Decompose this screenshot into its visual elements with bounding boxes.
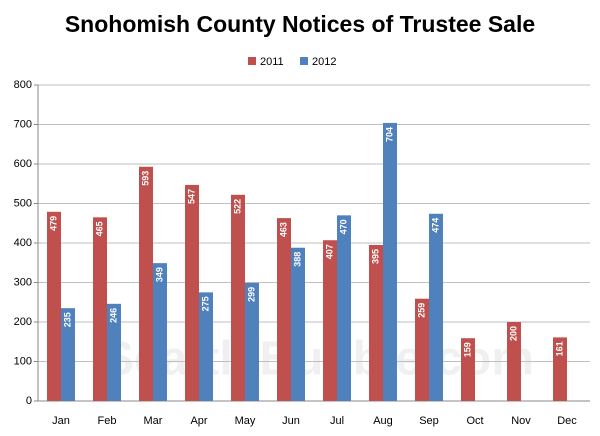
bar (199, 292, 213, 401)
bar (291, 247, 305, 401)
value-label: 246 (108, 308, 118, 323)
x-tick-label: May (235, 415, 256, 427)
value-label: 470 (338, 219, 348, 234)
bar (415, 298, 429, 401)
bar (383, 122, 397, 402)
value-label: 479 (48, 216, 58, 231)
x-tick-label: Nov (511, 415, 531, 427)
bar (553, 337, 567, 401)
x-tick-label: Jul (330, 415, 344, 427)
bar (337, 215, 351, 401)
bar (323, 240, 337, 401)
y-tick-label: 100 (14, 355, 32, 367)
value-label: 593 (140, 171, 150, 186)
y-tick-label: 0 (26, 395, 32, 407)
x-tick-label: Mar (144, 415, 163, 427)
x-tick-label: Sep (419, 415, 439, 427)
value-label: 474 (430, 218, 440, 233)
legend-swatch (248, 57, 256, 65)
x-tick-label: Dec (557, 415, 577, 427)
bar (153, 263, 167, 401)
value-label: 547 (186, 189, 196, 204)
chart-title: Snohomish County Notices of Trustee Sale (65, 11, 535, 37)
value-label: 704 (384, 127, 394, 142)
value-label: 275 (200, 296, 210, 311)
x-tick-label: Jan (52, 415, 70, 427)
bar (231, 194, 245, 401)
bar (461, 338, 475, 401)
bar (107, 303, 121, 401)
bar (47, 211, 61, 401)
x-tick-label: Apr (190, 415, 207, 427)
x-tick-label: Jun (282, 415, 300, 427)
y-tick-label: 600 (14, 158, 32, 170)
y-tick-label: 400 (14, 237, 32, 249)
bar (369, 244, 383, 401)
value-label: 299 (246, 287, 256, 302)
value-label: 388 (292, 252, 302, 267)
bar (429, 213, 443, 401)
value-label: 407 (324, 244, 334, 259)
bar (93, 217, 107, 401)
value-label: 159 (462, 342, 472, 357)
bar (245, 282, 259, 401)
y-tick-label: 500 (14, 197, 32, 209)
value-label: 463 (278, 222, 288, 237)
y-tick-label: 800 (14, 79, 32, 91)
bar (277, 218, 291, 401)
legend-label: 2011 (260, 56, 284, 68)
y-tick-label: 300 (14, 276, 32, 288)
value-label: 200 (508, 326, 518, 341)
legend-swatch (300, 57, 308, 65)
value-label: 465 (94, 221, 104, 236)
value-label: 161 (554, 341, 564, 356)
bar (185, 184, 199, 401)
value-label: 235 (62, 312, 72, 327)
x-tick-label: Aug (373, 415, 393, 427)
bar (139, 166, 153, 401)
value-label: 522 (232, 199, 242, 214)
bar (507, 322, 521, 401)
y-tick-label: 700 (14, 118, 32, 130)
y-tick-label: 200 (14, 316, 32, 328)
value-label: 259 (416, 303, 426, 318)
value-label: 349 (154, 267, 164, 282)
legend-label: 2012 (312, 56, 336, 68)
bar (61, 308, 75, 401)
value-label: 395 (370, 249, 380, 264)
x-tick-label: Feb (98, 415, 117, 427)
x-tick-label: Oct (466, 415, 483, 427)
